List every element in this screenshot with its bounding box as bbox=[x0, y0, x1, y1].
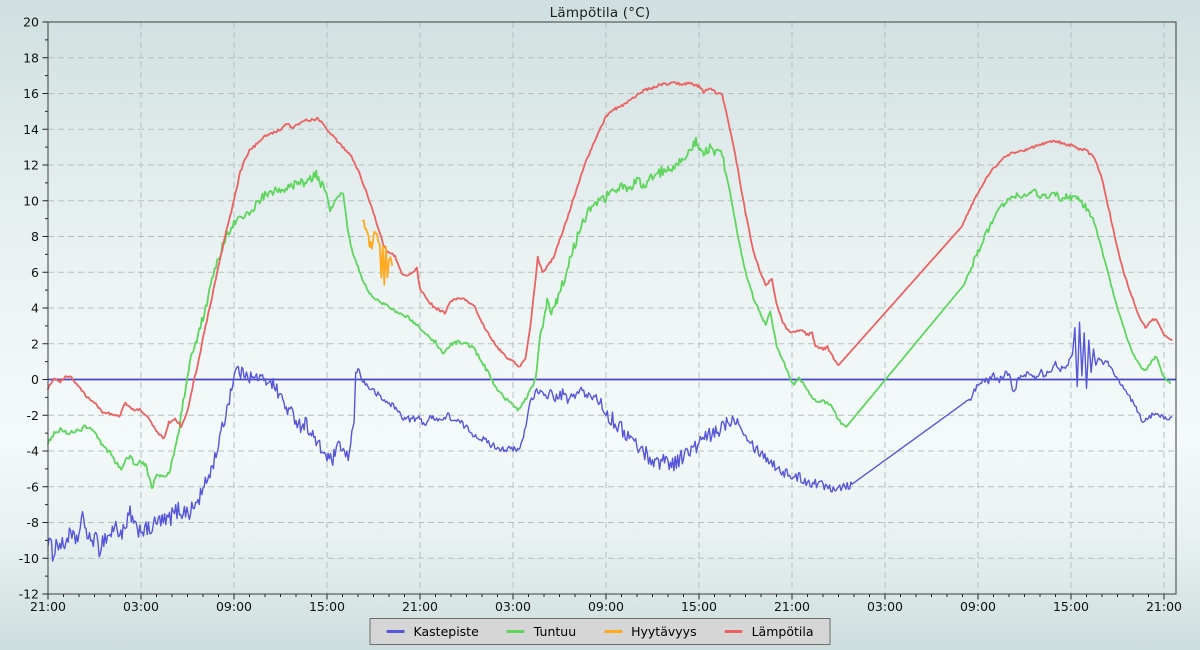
x-tick-label: 09:00 bbox=[588, 599, 624, 614]
y-tick-label: 18 bbox=[23, 50, 39, 65]
x-tick-label: 21:00 bbox=[774, 599, 810, 614]
y-tick-label: -12 bbox=[19, 587, 39, 602]
plot-frame bbox=[47, 21, 1177, 595]
y-tick-label: 12 bbox=[23, 158, 39, 173]
axis-ticks bbox=[42, 21, 1165, 600]
y-tick-label: 10 bbox=[23, 193, 39, 208]
chart-title: Lämpötila (°C) bbox=[549, 5, 651, 21]
y-tick-label: 20 bbox=[23, 15, 39, 30]
x-tick-label: 09:00 bbox=[960, 599, 996, 614]
series-line-kastepiste bbox=[47, 321, 1173, 562]
y-tick-label: 2 bbox=[31, 336, 39, 351]
x-tick-label: 15:00 bbox=[1053, 599, 1089, 614]
y-tick-label: 8 bbox=[31, 229, 39, 244]
legend-item-hyytavyys: Hyytävyys bbox=[604, 624, 697, 639]
y-tick-label: -8 bbox=[27, 515, 40, 530]
legend-marker-hyytavyys bbox=[604, 630, 623, 633]
x-tick-label: 15:00 bbox=[309, 599, 345, 614]
y-tick-label: 16 bbox=[23, 86, 39, 101]
x-tick-label: 21:00 bbox=[402, 599, 438, 614]
x-tick-label: 09:00 bbox=[216, 599, 252, 614]
legend-marker-lampotila bbox=[724, 630, 743, 633]
legend-item-kastepiste: Kastepiste bbox=[386, 624, 479, 639]
y-tick-label: 4 bbox=[31, 301, 39, 316]
legend-item-tuntuu: Tuntuu bbox=[506, 624, 577, 639]
y-tick-label: 6 bbox=[31, 265, 39, 280]
y-tick-label: 0 bbox=[31, 372, 39, 387]
series-line-hyytavyys bbox=[361, 219, 393, 286]
series-line-lampotila bbox=[47, 81, 1173, 440]
legend-label-lampotila: Lämpötila bbox=[751, 624, 814, 639]
x-tick-label: 21:00 bbox=[30, 599, 66, 614]
legend-marker-kastepiste bbox=[386, 630, 405, 633]
x-tick-label: 03:00 bbox=[123, 599, 159, 614]
chart-legend: Kastepiste Tuntuu Hyytävyys Lämpötila bbox=[369, 618, 831, 645]
x-tick-label: 21:00 bbox=[1146, 599, 1182, 614]
legend-label-hyytavyys: Hyytävyys bbox=[631, 624, 697, 639]
legend-marker-tuntuu bbox=[506, 630, 525, 633]
x-tick-label: 03:00 bbox=[495, 599, 531, 614]
y-tick-label: -2 bbox=[27, 408, 39, 423]
y-tick-label: -10 bbox=[19, 551, 39, 566]
legend-label-tuntuu: Tuntuu bbox=[533, 624, 577, 639]
x-tick-label: 03:00 bbox=[867, 599, 903, 614]
legend-label-kastepiste: Kastepiste bbox=[413, 624, 479, 639]
y-tick-label: 14 bbox=[23, 122, 39, 137]
legend-item-lampotila: Lämpötila bbox=[724, 624, 814, 639]
series-line-tuntuu bbox=[47, 136, 1172, 490]
y-tick-label: -6 bbox=[27, 479, 40, 494]
x-axis-labels: 21:00 03:00 09:00 15:00 21:00 03:00 09:00 15:00… bbox=[30, 599, 1182, 614]
gridlines bbox=[48, 22, 1176, 594]
y-tick-label: -4 bbox=[27, 444, 40, 459]
x-tick-label: 15:00 bbox=[681, 599, 717, 614]
